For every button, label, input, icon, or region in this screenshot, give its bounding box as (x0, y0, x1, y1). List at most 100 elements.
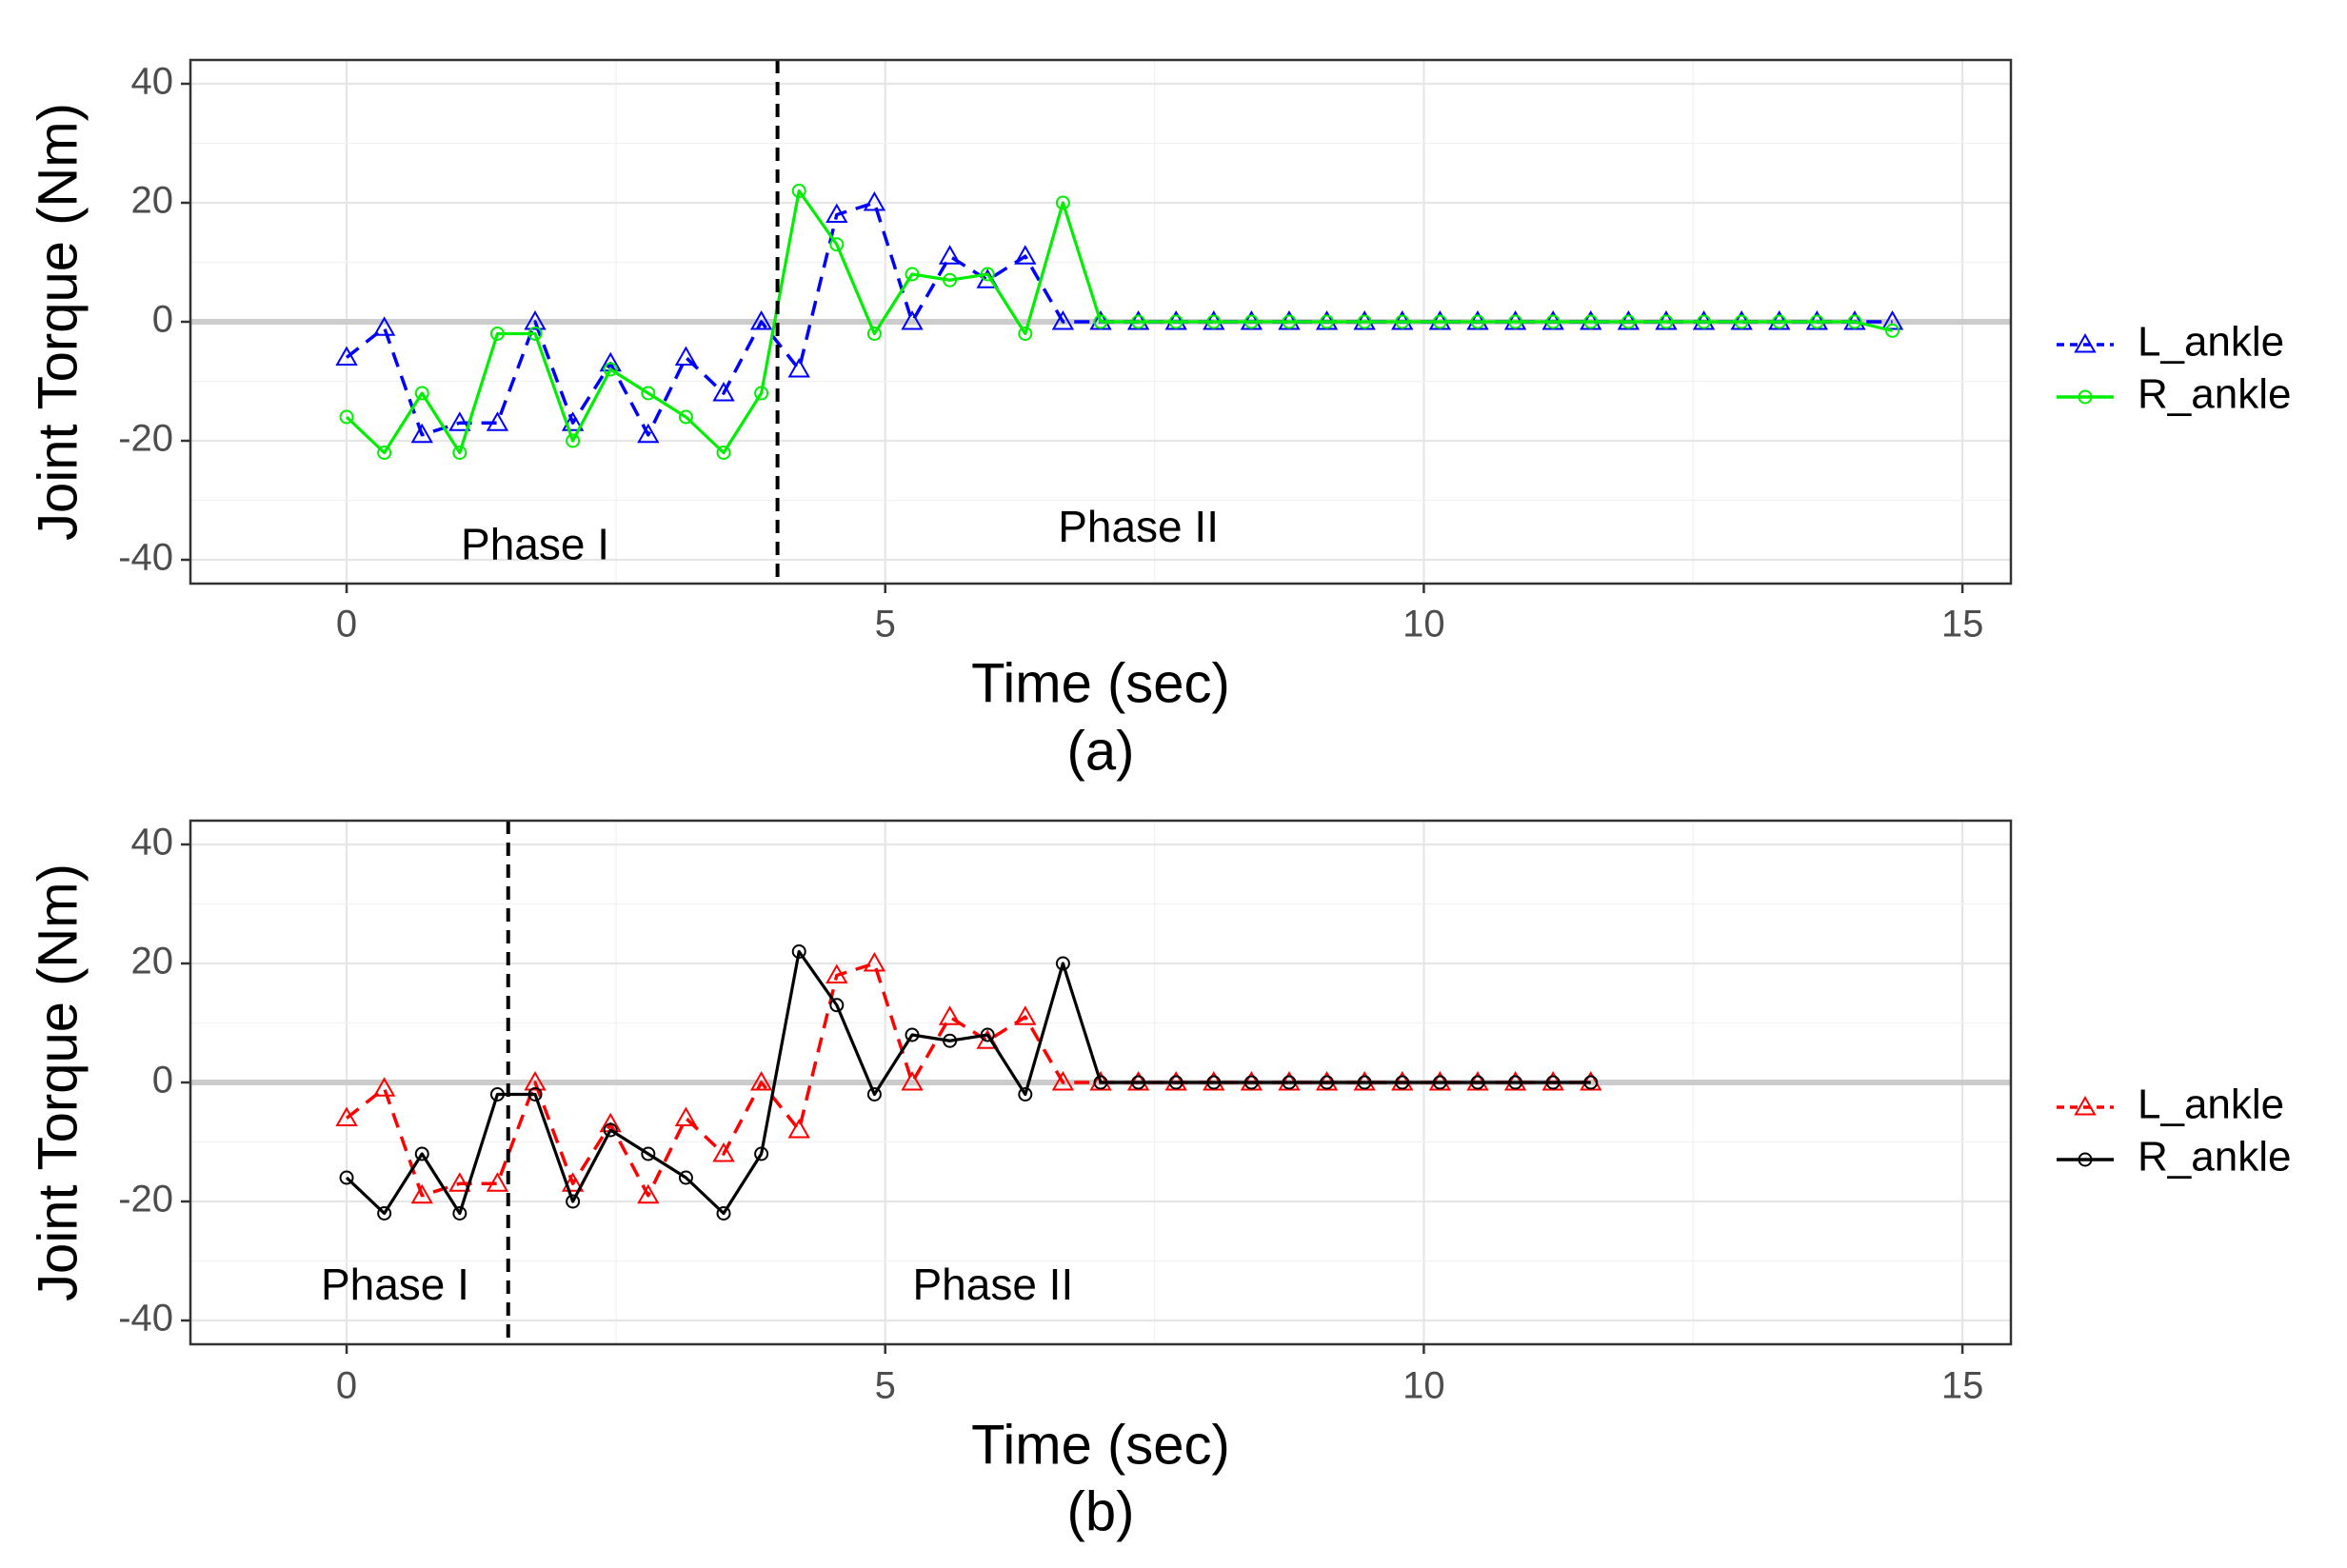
legend: L_ankle R_ankle (2057, 319, 2291, 418)
data-point-circle (678, 1170, 693, 1185)
data-point-triangle (561, 411, 585, 431)
data-point-circle (1093, 314, 1108, 329)
data-point-circle (754, 1146, 769, 1161)
y-tick-label: 20 (131, 180, 174, 222)
data-point-circle (641, 386, 656, 401)
legend-label-r-ankle: R_ankle (2138, 371, 2291, 418)
panel-caption: (a) (1067, 720, 1135, 782)
data-point-circle (377, 1206, 392, 1221)
data-point-triangle (372, 316, 396, 336)
y-axis-title: Joint Torque (Nm) (27, 103, 89, 541)
data-point-circle (829, 998, 845, 1013)
data-point-triangle (561, 1172, 585, 1192)
y-tick-label: 0 (152, 299, 173, 341)
data-point-triangle (938, 1005, 962, 1025)
data-point-circle (1243, 1075, 1259, 1090)
data-point-triangle (1014, 245, 1037, 265)
data-point-circle (980, 267, 995, 282)
data-point-circle (1055, 195, 1070, 210)
y-tick-label: 0 (152, 1060, 173, 1102)
data-point-circle (943, 1033, 958, 1048)
legend-label-r-ankle: R_ankle (2138, 1134, 2291, 1181)
data-point-triangle (1014, 1005, 1037, 1025)
data-point-circle (1320, 1075, 1335, 1090)
x-tick-label: 15 (1941, 604, 1984, 645)
phase-label-1: Phase I (461, 520, 609, 569)
data-point-circle (452, 1206, 467, 1221)
y-tick-label: 40 (131, 822, 174, 863)
data-point-circle (1809, 314, 1824, 329)
data-point-circle (566, 433, 581, 448)
data-point-triangle (335, 1106, 358, 1126)
data-point-circle (1697, 314, 1712, 329)
data-point-triangle (448, 1172, 471, 1192)
data-point-circle (414, 1146, 429, 1161)
phase-label-1: Phase I (321, 1260, 469, 1309)
series-line-r-ankle (345, 949, 1591, 1216)
data-point-circle (414, 386, 429, 401)
data-point-circle (527, 1087, 543, 1102)
data-point-triangle (637, 423, 660, 444)
y-tick-label: 40 (131, 61, 174, 103)
data-point-circle (716, 1206, 731, 1221)
data-point-circle (754, 386, 769, 401)
y-tick-label: -40 (118, 1298, 173, 1340)
data-point-circle (1772, 314, 1787, 329)
data-point-triangle (637, 1183, 660, 1204)
data-point-triangle (1051, 309, 1075, 330)
legend-label-l-ankle: L_ankle (2138, 319, 2284, 366)
data-point-circle (489, 327, 505, 341)
data-point-triangle (410, 423, 433, 444)
data-point-circle (791, 184, 806, 198)
data-point-triangle (787, 1118, 810, 1139)
phase-label-2: Phase II (1058, 502, 1219, 551)
data-point-triangle (486, 1172, 509, 1192)
data-point-circle (716, 446, 731, 460)
data-point-circle (1583, 314, 1599, 329)
data-point-triangle (825, 963, 848, 983)
x-tick-label: 0 (336, 604, 357, 645)
data-point-circle (1508, 314, 1523, 329)
data-point-circle (1018, 1087, 1033, 1102)
data-point-triangle (825, 203, 848, 223)
data-point-triangle (901, 309, 924, 330)
data-point-circle (1243, 314, 1259, 329)
legend-key-circle (2078, 389, 2093, 405)
legend-key-triangle (2074, 1095, 2097, 1116)
panel-caption: (b) (1067, 1480, 1135, 1542)
x-tick-label: 10 (1402, 1365, 1445, 1407)
data-point-circle (905, 267, 920, 282)
data-point-circle (1659, 314, 1674, 329)
data-point-triangle (448, 411, 471, 431)
data-point-circle (1206, 314, 1222, 329)
y-tick-label: -20 (118, 1179, 173, 1221)
data-point-triangle (410, 1183, 433, 1204)
data-point-circle (603, 1122, 618, 1138)
y-tick-label: -40 (118, 537, 173, 579)
data-point-circle (1621, 314, 1636, 329)
y-axis-title: Joint Torque (Nm) (27, 863, 89, 1301)
data-point-circle (339, 409, 354, 425)
chart-panel-a: Phase I Phase II -40 -20 0 20 40 0 5 10 15 Time (se… (27, 58, 2291, 782)
data-point-circle (1320, 314, 1335, 329)
data-point-triangle (712, 381, 735, 402)
data-point-triangle (938, 245, 962, 265)
series-r-ankle (339, 944, 1599, 1221)
data-point-circle (1282, 1075, 1297, 1090)
data-point-circle (1357, 314, 1372, 329)
data-point-triangle (674, 346, 698, 366)
data-point-triangle (712, 1141, 735, 1162)
data-point-triangle (787, 357, 810, 378)
data-point-circle (1131, 1075, 1146, 1090)
data-point-circle (1357, 1075, 1372, 1090)
data-point-triangle (749, 309, 773, 330)
data-point-circle (1168, 1075, 1183, 1090)
x-tick-label: 10 (1402, 604, 1445, 645)
data-point-circle (866, 327, 882, 341)
data-point-circle (1847, 314, 1862, 329)
data-point-circle (1206, 1075, 1222, 1090)
data-point-circle (1470, 314, 1485, 329)
x-axis-title: Time (sec) (971, 652, 1230, 714)
data-point-circle (1018, 327, 1033, 341)
